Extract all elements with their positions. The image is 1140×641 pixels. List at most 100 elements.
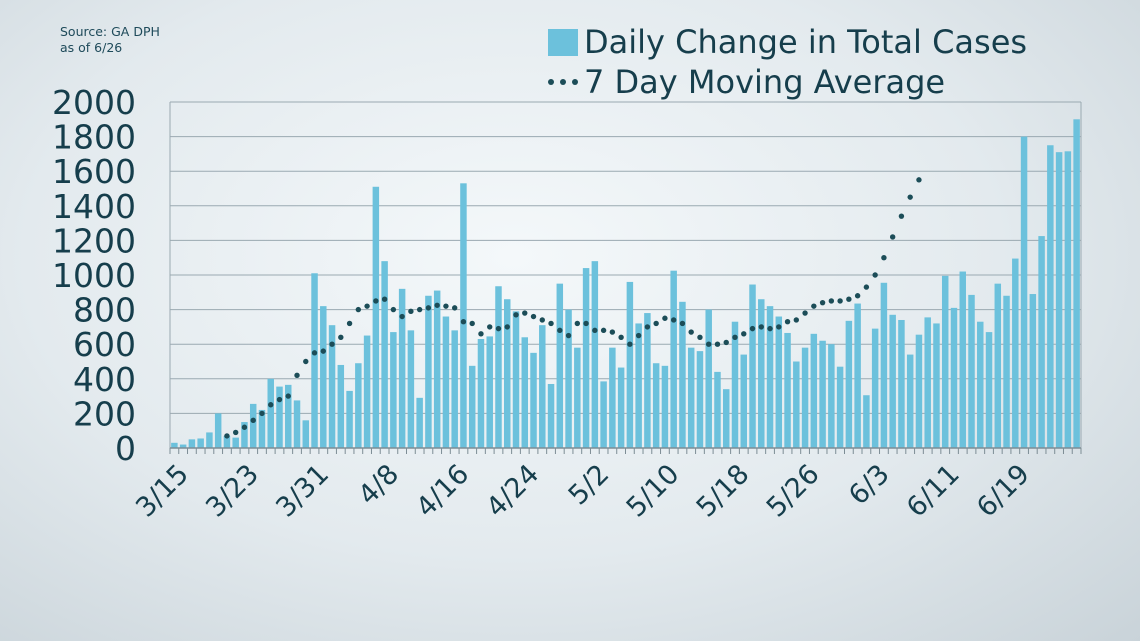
bar — [556, 283, 564, 448]
moving-average-point — [513, 312, 519, 318]
bar — [530, 352, 537, 448]
bar — [363, 335, 371, 448]
moving-average-point — [451, 305, 458, 311]
bar — [941, 275, 949, 448]
bar — [600, 381, 607, 448]
x-tick-label: 3/23 — [200, 459, 265, 524]
y-tick-label: 1800 — [52, 118, 136, 157]
moving-average-point — [749, 325, 756, 332]
moving-average-point — [811, 303, 817, 309]
moving-average-point — [478, 331, 484, 337]
bar — [407, 330, 415, 448]
bar — [223, 435, 231, 448]
moving-average-point — [548, 320, 554, 327]
bar — [416, 397, 423, 448]
moving-average-point — [609, 329, 616, 335]
moving-average-point — [679, 320, 686, 327]
bar — [425, 295, 432, 448]
bar — [258, 409, 266, 448]
bar — [320, 306, 327, 448]
legend-label-line: 7 Day Moving Average — [584, 63, 946, 101]
chart-legend: Daily Change in Total Cases 7 Day Moving… — [548, 22, 1027, 102]
bar — [398, 288, 406, 448]
bar — [626, 281, 634, 448]
bar — [609, 347, 616, 448]
moving-average-point — [425, 305, 432, 311]
bar — [1064, 151, 1072, 448]
bar — [950, 307, 958, 448]
moving-average-point — [241, 424, 248, 430]
bar-series — [171, 119, 1080, 449]
bar — [311, 273, 318, 448]
moving-average-point — [522, 310, 528, 316]
bar — [722, 389, 730, 448]
bar — [468, 365, 476, 448]
moving-average-point — [346, 320, 353, 327]
moving-average-point — [329, 341, 335, 347]
bar — [582, 268, 590, 448]
bar — [617, 367, 625, 448]
x-tick-label: 3/15 — [130, 459, 195, 524]
bar — [346, 390, 353, 448]
moving-average-point — [259, 410, 265, 417]
moving-average-point — [600, 327, 607, 334]
moving-average-point — [802, 310, 808, 316]
moving-average-point — [557, 327, 563, 334]
bar — [276, 386, 283, 448]
moving-average-point — [635, 332, 642, 339]
moving-average-point — [495, 325, 502, 332]
moving-average-point — [574, 320, 581, 327]
bar — [188, 439, 196, 448]
moving-average-point — [828, 298, 835, 304]
bar — [714, 371, 721, 448]
bar — [801, 347, 809, 448]
x-tick-label: 4/24 — [480, 459, 545, 524]
moving-average-point — [889, 234, 896, 240]
bar — [504, 299, 511, 448]
x-tick-label: 6/19 — [971, 459, 1036, 524]
x-tick-label: 5/10 — [621, 459, 686, 524]
bar — [285, 384, 292, 448]
moving-average-point — [539, 317, 545, 323]
bar — [915, 334, 923, 448]
bar — [232, 437, 239, 448]
bar — [451, 330, 458, 448]
bar — [547, 383, 555, 448]
bar — [766, 306, 774, 448]
bar — [433, 290, 441, 448]
y-tick-label: 400 — [73, 360, 136, 399]
moving-average-point — [460, 319, 467, 325]
bar — [521, 337, 529, 448]
moving-average-point — [434, 302, 440, 308]
moving-average-point — [881, 255, 887, 261]
bar — [977, 321, 984, 448]
moving-average-point — [644, 324, 651, 330]
moving-average-point — [416, 306, 423, 313]
bar — [1003, 295, 1010, 448]
moving-average-point — [758, 324, 764, 330]
moving-average-point — [504, 324, 510, 330]
bar — [1055, 152, 1063, 449]
bar — [740, 354, 747, 448]
bar — [302, 420, 310, 448]
bar — [775, 316, 783, 448]
bar — [758, 299, 765, 448]
bar-swatch-icon — [548, 28, 578, 56]
moving-average-point — [697, 334, 703, 340]
moving-average-point — [618, 334, 624, 340]
bar — [731, 321, 739, 448]
moving-average-point — [863, 284, 870, 290]
bar — [696, 351, 704, 448]
y-tick-label: 1000 — [52, 256, 136, 295]
moving-average-point — [565, 332, 572, 339]
x-tick-label: 4/16 — [410, 459, 475, 524]
moving-average-point — [355, 306, 362, 313]
y-tick-label: 200 — [73, 394, 136, 433]
moving-average-point — [399, 313, 405, 320]
moving-average-point — [627, 341, 633, 347]
bar — [539, 325, 546, 448]
moving-average-point — [373, 298, 379, 304]
bar — [652, 363, 660, 448]
